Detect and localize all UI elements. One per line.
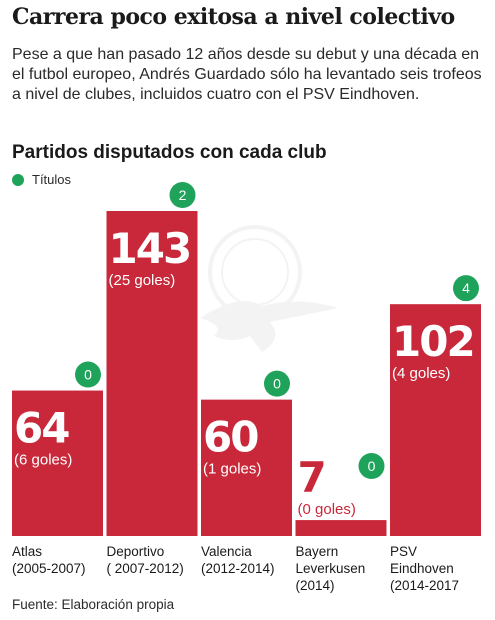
titles-badge-3 xyxy=(358,453,385,479)
bar-0 xyxy=(12,390,103,536)
goals-label-2: (1 goles) xyxy=(203,461,261,478)
titles-count-1: 2 xyxy=(179,187,187,203)
legend-label: Títulos xyxy=(32,172,72,187)
goals-label-0: (6 goles) xyxy=(14,452,72,469)
titles-count-0: 0 xyxy=(84,367,92,383)
titles-badge-1 xyxy=(169,182,196,208)
goals-label-4: (4 goles) xyxy=(392,365,450,382)
category-label-2: Valencia (2012-2014) xyxy=(201,544,275,576)
category-label-4: PSV Eindhoven (2014-2017 xyxy=(390,544,460,593)
bar-value-3: 7 xyxy=(298,453,325,502)
titles-legend-icon xyxy=(12,173,24,186)
goals-label-1: (25 goles) xyxy=(109,272,176,289)
headline: Carrera poco exitosa a nivel colectivo xyxy=(12,4,455,30)
bar-1 xyxy=(106,211,198,536)
bar-4 xyxy=(390,304,481,536)
titles-badge-4 xyxy=(453,275,479,302)
category-label-1: Deportivo ( 2007-2012) xyxy=(106,544,184,576)
bar-2 xyxy=(201,399,292,536)
titles-badge-0 xyxy=(75,361,101,388)
titles-count-4: 4 xyxy=(462,280,470,296)
bar-value-2: 60 xyxy=(203,413,258,462)
bar-3 xyxy=(295,520,387,536)
source-note: Fuente: Elaboración propia xyxy=(12,597,175,612)
bar-value-4: 102 xyxy=(392,317,474,366)
titles-count-3: 0 xyxy=(368,458,376,474)
category-label-3: Bayern Leverkusen (2014) xyxy=(295,544,366,593)
subtitle: Pese a que han pasado 12 años desde su d… xyxy=(12,46,482,103)
category-label-0: Atlas (2005-2007) xyxy=(12,544,86,576)
goals-label-3: (0 goles) xyxy=(298,501,356,518)
chart-title: Partidos disputados con cada club xyxy=(12,142,327,163)
titles-count-2: 0 xyxy=(273,376,281,392)
eagle-watermark-icon xyxy=(200,225,338,352)
bar-value-1: 143 xyxy=(109,224,191,273)
bar-value-0: 64 xyxy=(14,404,69,453)
titles-badge-2 xyxy=(264,370,290,397)
legend: Títulos xyxy=(12,172,71,187)
